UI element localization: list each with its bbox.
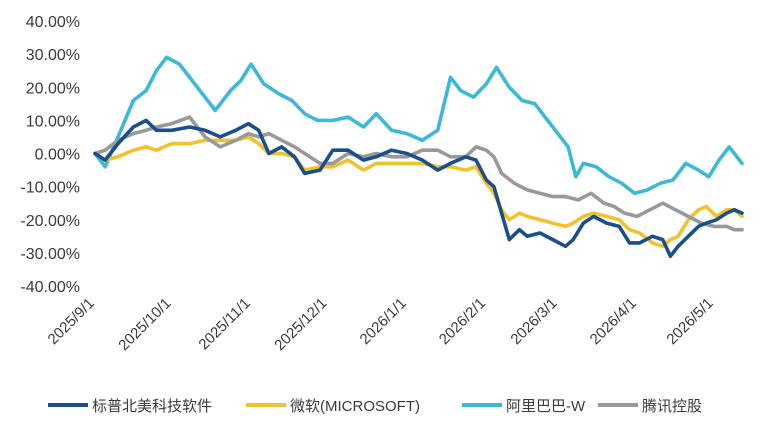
legend-label: 腾讯控股 — [642, 398, 702, 415]
y-tick-label: -40.00% — [20, 279, 80, 296]
y-tick-label: 30.00% — [26, 47, 80, 64]
y-tick-label: 20.00% — [26, 80, 80, 97]
legend: 标普北美科技软件 微软(MICROSOFT) 阿里巴巴-W 腾讯控股 — [48, 398, 702, 415]
legend-label: 标普北美科技软件 — [92, 398, 212, 415]
legend-label: 阿里巴巴-W — [506, 398, 586, 415]
series-line-0 — [93, 118, 744, 258]
x-tick-label: 2025/9/1 — [45, 295, 98, 348]
x-tick-label: 2026/4/1 — [587, 295, 640, 348]
series-line-2 — [93, 55, 744, 196]
series-line-3 — [93, 115, 744, 232]
x-tick-label: 2026/3/1 — [507, 295, 560, 348]
y-tick-label: 40.00% — [26, 14, 80, 31]
legend-label: 微软(MICROSOFT) — [290, 398, 420, 415]
x-tick-label: 2026/5/1 — [663, 295, 716, 348]
x-axis-labels: 2025/9/1 2025/10/1 2025/11/1 2025/12/1 2026/… — [45, 295, 717, 354]
series-lines — [93, 55, 744, 258]
x-tick-label: 2026/1/1 — [357, 295, 410, 348]
y-axis-labels: 40.00% 30.00% 20.00% 10.00% 0.00% -10.00% -20.… — [20, 14, 80, 296]
series-line-1 — [93, 135, 744, 249]
y-tick-label: -10.00% — [20, 180, 80, 197]
x-tick-label: 2025/11/1 — [195, 295, 253, 353]
x-tick-label: 2025/12/1 — [271, 295, 330, 354]
x-tick-label: 2025/10/1 — [115, 295, 174, 354]
x-tick-label: 2026/2/1 — [436, 295, 489, 348]
y-tick-label: -20.00% — [20, 213, 80, 230]
y-tick-label: 0.00% — [35, 147, 80, 164]
y-tick-label: -30.00% — [20, 246, 80, 263]
y-tick-label: 10.00% — [26, 113, 80, 130]
